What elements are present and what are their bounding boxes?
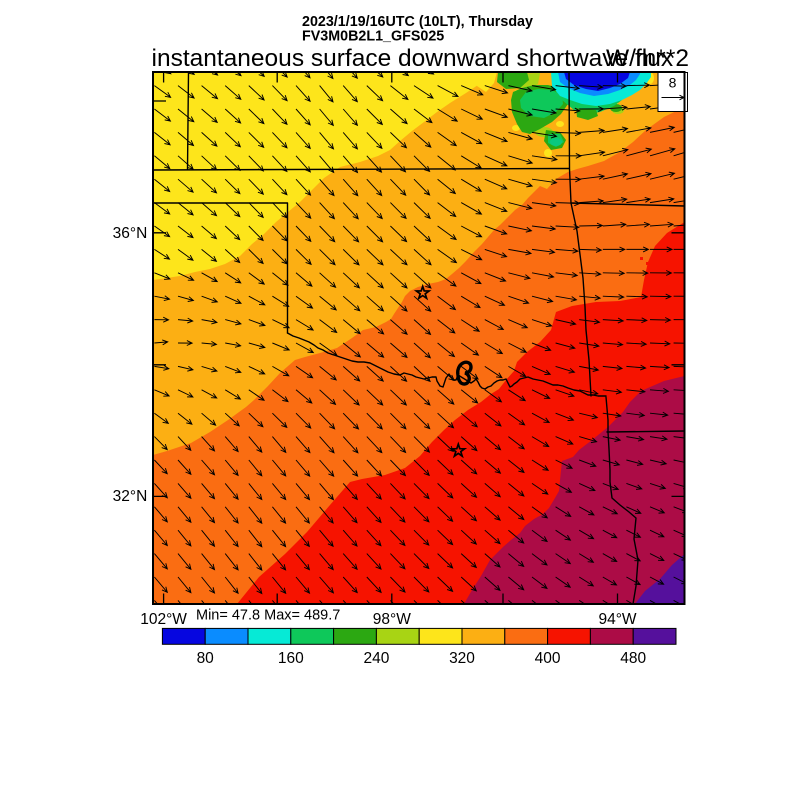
svg-text:FV3M0B2L1_GFS025: FV3M0B2L1_GFS025: [302, 29, 444, 45]
svg-text:480: 480: [620, 650, 646, 667]
svg-text:8: 8: [669, 75, 677, 91]
svg-text:94°W: 94°W: [598, 611, 636, 628]
svg-text:400: 400: [535, 650, 561, 667]
svg-text:320: 320: [449, 650, 475, 667]
svg-text:W/m**2: W/m**2: [606, 45, 689, 72]
svg-text:80: 80: [197, 650, 215, 667]
svg-text:240: 240: [363, 650, 389, 667]
svg-text:Min= 47.8 Max= 489.7: Min= 47.8 Max= 489.7: [196, 608, 340, 624]
svg-text:36°N: 36°N: [113, 225, 148, 242]
svg-text:2023/1/19/16UTC (10LT), Thursd: 2023/1/19/16UTC (10LT), Thursday: [302, 14, 533, 30]
svg-text:instantaneous surface downward: instantaneous surface downward shortwave…: [152, 45, 674, 72]
svg-text:160: 160: [278, 650, 304, 667]
svg-text:102°W: 102°W: [140, 611, 187, 628]
svg-text:98°W: 98°W: [373, 611, 411, 628]
svg-text:32°N: 32°N: [113, 488, 148, 505]
